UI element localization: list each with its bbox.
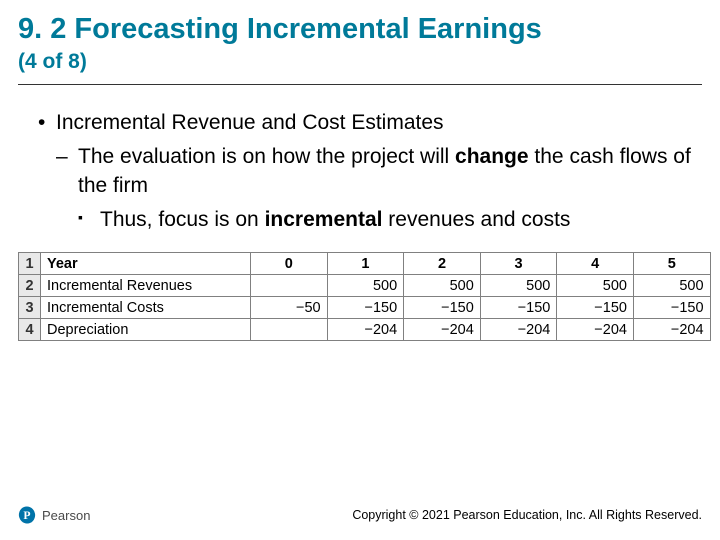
cell-value: 3 xyxy=(480,253,557,275)
pearson-logo-icon: P xyxy=(18,506,36,524)
cell-value: 0 xyxy=(251,253,328,275)
row-label: Incremental Revenues xyxy=(41,275,251,297)
row-label: Depreciation xyxy=(41,319,251,341)
bullet-level2-bold: change xyxy=(455,145,529,168)
table-row: 2Incremental Revenues500500500500500 xyxy=(19,275,711,297)
content-area: Incremental Revenue and Cost Estimates T… xyxy=(18,109,702,234)
cell-value: −204 xyxy=(633,319,710,341)
publisher-name: Pearson xyxy=(42,508,90,523)
bullet-level3-post: revenues and costs xyxy=(382,208,570,231)
title-block: 9. 2 Forecasting Incremental Earnings (4… xyxy=(18,14,702,74)
cell-value: −204 xyxy=(480,319,557,341)
title-divider xyxy=(18,84,702,85)
row-index: 4 xyxy=(19,319,41,341)
bullet-level2-pre: The evaluation is on how the project wil… xyxy=(78,145,455,168)
bullet-level1-text: Incremental Revenue and Cost Estimates xyxy=(56,111,444,134)
table-row: 3Incremental Costs−50−150−150−150−150−15… xyxy=(19,297,711,319)
cell-value: 500 xyxy=(557,275,634,297)
table-row: 1Year012345 xyxy=(19,253,711,275)
cell-value xyxy=(251,275,328,297)
slide-title: 9. 2 Forecasting Incremental Earnings xyxy=(18,13,542,45)
cell-value: −150 xyxy=(480,297,557,319)
slide: 9. 2 Forecasting Incremental Earnings (4… xyxy=(0,0,720,540)
bullet-level1: Incremental Revenue and Cost Estimates T… xyxy=(38,109,702,234)
earnings-table-wrap: 1Year0123452Incremental Revenues50050050… xyxy=(18,252,702,341)
bullet-level2: The evaluation is on how the project wil… xyxy=(56,143,702,234)
svg-text:P: P xyxy=(23,509,30,522)
bullet-level3: Thus, focus is on incremental revenues a… xyxy=(78,206,702,234)
cell-value: −204 xyxy=(327,319,404,341)
row-index: 3 xyxy=(19,297,41,319)
cell-value xyxy=(251,319,328,341)
copyright-text: Copyright © 2021 Pearson Education, Inc.… xyxy=(352,508,702,522)
cell-value: −150 xyxy=(327,297,404,319)
cell-value: 2 xyxy=(404,253,481,275)
cell-value: −204 xyxy=(557,319,634,341)
cell-value: 500 xyxy=(480,275,557,297)
slide-subtitle: (4 of 8) xyxy=(18,50,702,74)
cell-value: 4 xyxy=(557,253,634,275)
cell-value: −50 xyxy=(251,297,328,319)
bullet-level3-bold: incremental xyxy=(265,208,383,231)
cell-value: −150 xyxy=(633,297,710,319)
cell-value: 500 xyxy=(633,275,710,297)
cell-value: 500 xyxy=(327,275,404,297)
row-label: Year xyxy=(41,253,251,275)
cell-value: −204 xyxy=(404,319,481,341)
cell-value: −150 xyxy=(404,297,481,319)
row-label: Incremental Costs xyxy=(41,297,251,319)
cell-value: 500 xyxy=(404,275,481,297)
table-row: 4Depreciation−204−204−204−204−204 xyxy=(19,319,711,341)
publisher-logo: P Pearson xyxy=(18,506,90,524)
bullet-level3-pre: Thus, focus is on xyxy=(100,208,265,231)
cell-value: 5 xyxy=(633,253,710,275)
row-index: 1 xyxy=(19,253,41,275)
row-index: 2 xyxy=(19,275,41,297)
cell-value: 1 xyxy=(327,253,404,275)
earnings-table: 1Year0123452Incremental Revenues50050050… xyxy=(18,252,711,341)
footer: P Pearson Copyright © 2021 Pearson Educa… xyxy=(18,506,702,524)
cell-value: −150 xyxy=(557,297,634,319)
